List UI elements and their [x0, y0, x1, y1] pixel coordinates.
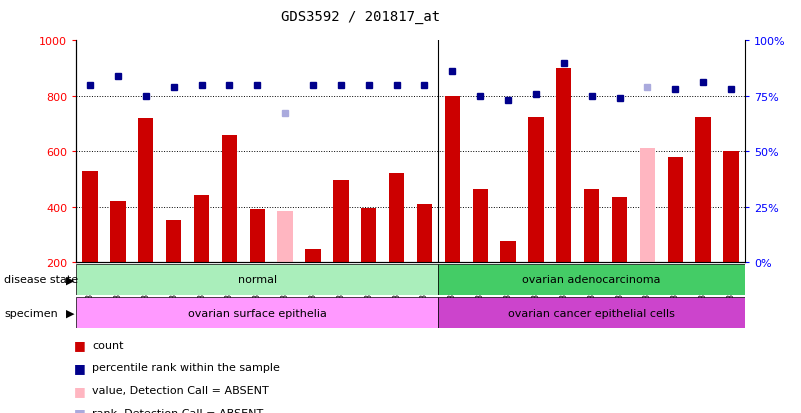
Bar: [445, 97, 460, 262]
Text: specimen: specimen: [4, 308, 58, 318]
Bar: [333, 181, 348, 262]
Bar: [640, 149, 655, 262]
Bar: [417, 204, 432, 262]
Text: ■: ■: [74, 361, 86, 374]
Bar: [389, 174, 405, 262]
Text: ■: ■: [74, 406, 86, 413]
Bar: [501, 242, 516, 262]
Bar: [76, 297, 438, 328]
Text: GDS3592 / 201817_at: GDS3592 / 201817_at: [281, 10, 440, 24]
Text: ovarian cancer epithelial cells: ovarian cancer epithelial cells: [508, 308, 675, 318]
Text: rank, Detection Call = ABSENT: rank, Detection Call = ABSENT: [92, 408, 264, 413]
Bar: [277, 211, 293, 262]
Bar: [473, 189, 488, 262]
Text: ■: ■: [74, 384, 86, 397]
Text: ▶: ▶: [66, 308, 74, 318]
Bar: [667, 157, 683, 262]
Bar: [584, 189, 599, 262]
Text: percentile rank within the sample: percentile rank within the sample: [92, 363, 280, 373]
Bar: [612, 197, 627, 262]
Bar: [361, 209, 376, 262]
Bar: [438, 264, 745, 295]
Text: ■: ■: [74, 338, 86, 351]
Bar: [695, 117, 710, 262]
Bar: [138, 119, 154, 262]
Text: normal: normal: [238, 275, 277, 285]
Text: count: count: [92, 340, 123, 350]
Bar: [305, 250, 320, 262]
Bar: [76, 264, 438, 295]
Bar: [194, 196, 209, 262]
Bar: [528, 117, 544, 262]
Text: disease state: disease state: [4, 275, 78, 285]
Text: value, Detection Call = ABSENT: value, Detection Call = ABSENT: [92, 385, 269, 395]
Text: ovarian adenocarcinoma: ovarian adenocarcinoma: [522, 275, 661, 285]
Bar: [111, 202, 126, 262]
Bar: [438, 297, 745, 328]
Bar: [83, 171, 98, 262]
Bar: [222, 135, 237, 262]
Bar: [166, 221, 181, 262]
Bar: [723, 152, 739, 262]
Bar: [250, 210, 265, 262]
Text: ▶: ▶: [66, 275, 74, 285]
Text: ovarian surface epithelia: ovarian surface epithelia: [187, 308, 327, 318]
Bar: [556, 69, 571, 262]
